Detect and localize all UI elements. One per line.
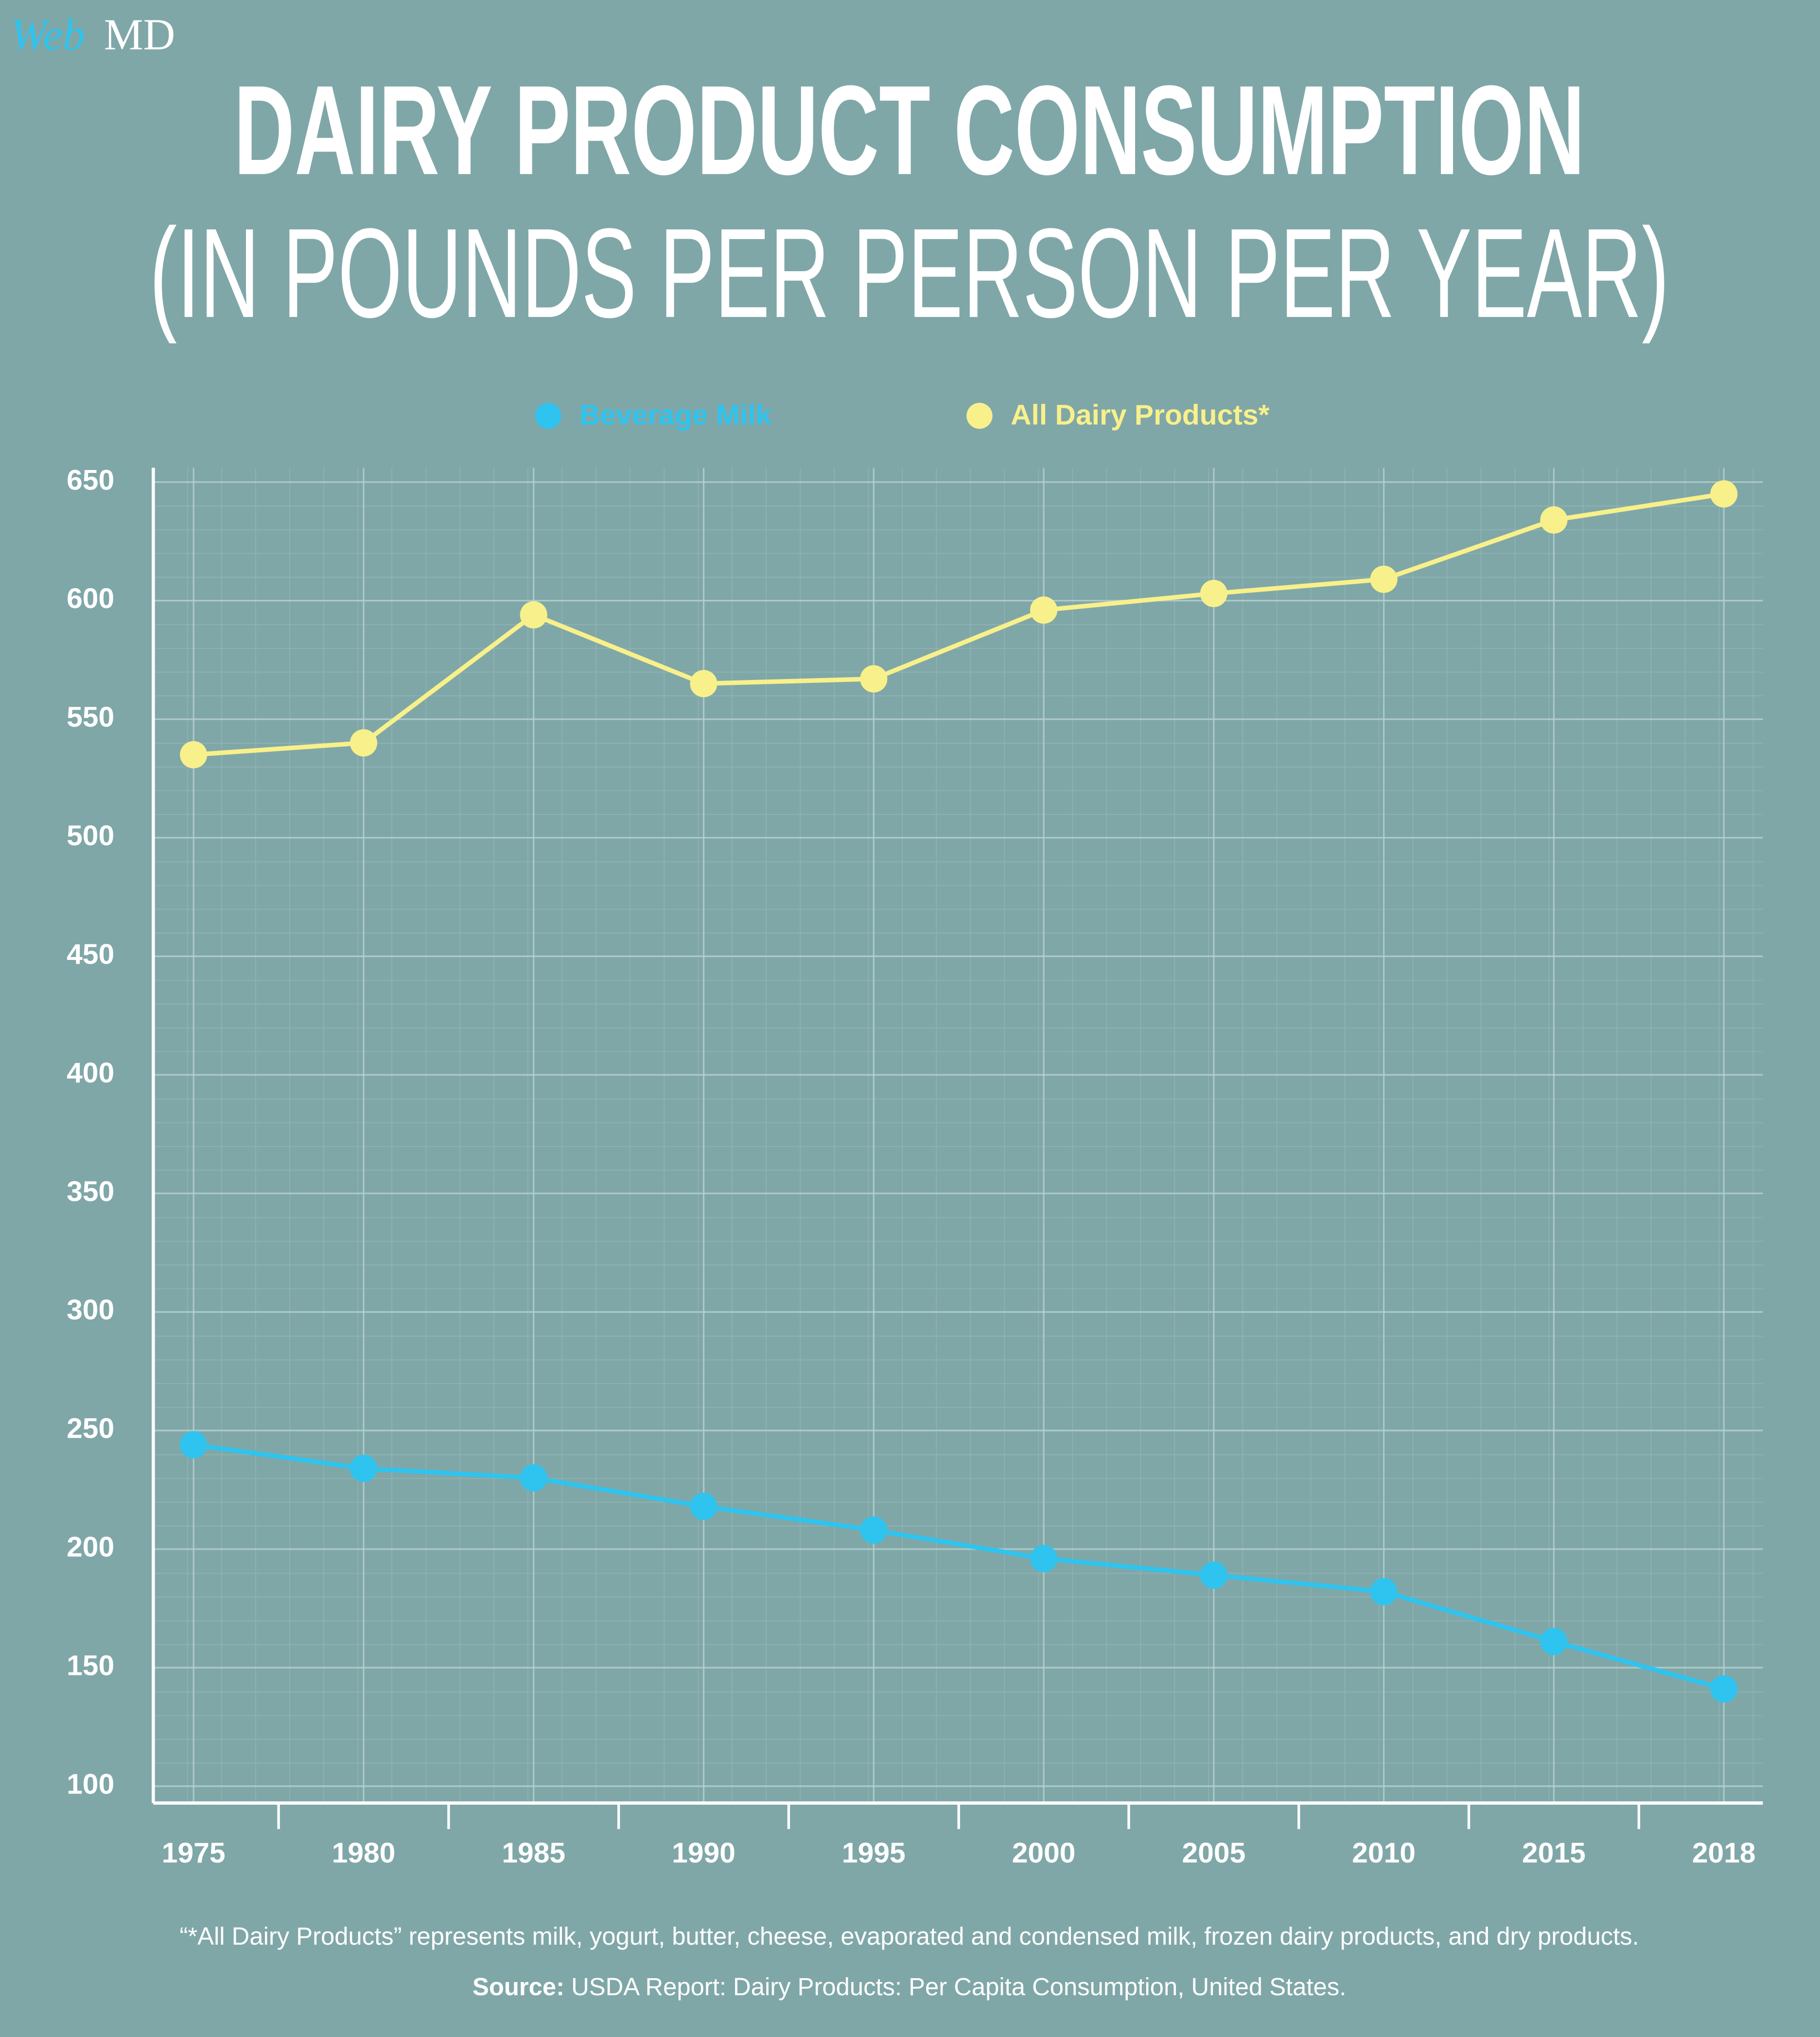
x-tick-label: 1975 [162,1837,226,1869]
legend-marker [535,402,561,429]
data-point [1370,1578,1398,1605]
source-text: USDA Report: Dairy Products: Per Capita … [571,1973,1346,2001]
x-tick-label: 2005 [1182,1837,1246,1869]
data-point [520,1464,547,1492]
data-point [1540,1628,1568,1655]
y-tick-label: 150 [67,1650,114,1681]
data-point [180,1431,208,1459]
data-point [1370,565,1398,593]
legend-label: Beverage Milk [579,400,772,431]
data-point [1030,596,1058,624]
data-point [860,665,888,693]
x-tick-label: 1990 [672,1837,735,1869]
y-tick-label: 350 [67,1176,114,1207]
data-point [180,741,208,768]
data-point [350,729,378,757]
y-tick-label: 500 [67,820,114,852]
data-point [350,1455,378,1482]
x-tick-label: 2010 [1352,1837,1416,1869]
x-tick-label: 1995 [842,1837,906,1869]
y-tick-label: 400 [67,1057,114,1089]
x-tick-label: 2015 [1522,1837,1586,1869]
logo-md: MD [104,10,175,59]
x-tick-label: 2018 [1692,1837,1756,1869]
data-point [1200,580,1227,608]
y-tick-label: 200 [67,1532,114,1563]
data-point [1540,506,1568,534]
data-point [860,1516,888,1544]
source: Source: USDA Report: Dairy Products: Per… [472,1973,1346,2001]
footnote: “*All Dairy Products” represents milk, y… [180,1922,1639,1950]
data-point [690,1493,718,1520]
y-tick-label: 600 [67,583,114,614]
y-tick-label: 250 [67,1413,114,1445]
grid-pattern [153,468,1763,1803]
series-line [193,491,1724,757]
y-tick-label: 450 [67,939,114,970]
legend-label: All Dairy Products* [1011,400,1270,431]
y-tick-label: 650 [67,464,114,496]
series-line [193,1442,1725,1691]
y-tick-label: 100 [67,1768,114,1800]
y-tick-label: 550 [67,701,114,733]
source-label: Source: [472,1973,564,2001]
data-point [520,601,547,629]
data-point [1710,480,1738,508]
data-point [1200,1561,1227,1589]
logo-web: Web [10,10,85,59]
x-tick-label: 2000 [1012,1837,1076,1869]
y-tick-label: 300 [67,1294,114,1326]
chart-title: DAIRY PRODUCT CONSUMPTION [234,59,1585,201]
chart-subtitle: (IN POUNDS PER PERSON PER YEAR) [149,202,1669,345]
x-tick-label: 1985 [502,1837,565,1869]
data-point [1030,1545,1058,1572]
data-point [690,670,718,697]
legend-marker [966,402,993,429]
x-tick-label: 1980 [332,1837,396,1869]
data-point [1710,1675,1738,1703]
